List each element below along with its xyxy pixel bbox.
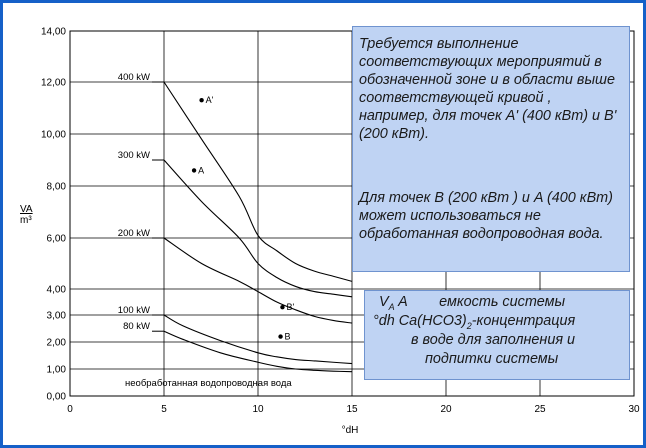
y-tick-label: 0,00 bbox=[47, 392, 67, 403]
curve-label: 300 kW bbox=[118, 150, 150, 161]
y-tick-label: 4,00 bbox=[47, 285, 67, 296]
curve-label: 200 kW bbox=[118, 228, 150, 239]
y-tick-label: 10,00 bbox=[41, 130, 66, 141]
curve-80-kw bbox=[163, 330, 353, 373]
curve-300-kw bbox=[163, 159, 353, 298]
data-point-label: B bbox=[285, 332, 291, 342]
legend-volume-text: емкость системы bbox=[439, 294, 566, 310]
legend-formula-sub: 2 bbox=[466, 320, 472, 331]
note-box: Требуется выполнение соответствующих мер… bbox=[352, 26, 630, 272]
data-points: A' A B' B bbox=[191, 95, 294, 342]
x-tick-label: 0 bbox=[67, 404, 73, 415]
legend-line-dh: °dh Ca(HCO3)2-концентрация bbox=[373, 313, 575, 331]
curve-100-kw bbox=[163, 314, 353, 365]
y-axis-title-bottom: m³ bbox=[20, 215, 32, 226]
y-tick-label: 14,00 bbox=[41, 27, 66, 38]
curve-400-kw bbox=[163, 81, 353, 282]
curve-label: 400 kW bbox=[118, 72, 150, 83]
tick-labels: 0,00 1,00 2,00 3,00 4,00 6,00 8,00 10,00 12,00 14… bbox=[41, 27, 640, 416]
y-tick-label: 6,00 bbox=[47, 234, 67, 245]
y-tick-label: 2,00 bbox=[47, 338, 67, 349]
data-point bbox=[280, 305, 285, 310]
x-tick-label: 30 bbox=[628, 404, 640, 415]
curves bbox=[152, 81, 353, 373]
curve-200-kw bbox=[163, 237, 353, 324]
data-point bbox=[199, 98, 204, 103]
x-tick-label: 15 bbox=[346, 404, 358, 415]
curve-labels: 400 kW 300 kW 200 kW 100 kW 80 kW bbox=[118, 72, 150, 332]
legend-symbol-dh: °dh bbox=[373, 313, 395, 329]
legend-line-3: в воде для заполнения и bbox=[411, 332, 576, 348]
data-point bbox=[191, 168, 197, 173]
data-point-label: B' bbox=[286, 302, 294, 312]
legend-box: VA A емкость системы °dh Ca(HCO3)2-конце… bbox=[364, 290, 630, 380]
y-axis-title-top: VA bbox=[20, 204, 33, 215]
y-tick-label: 1,00 bbox=[47, 365, 67, 376]
x-tick-label: 20 bbox=[440, 404, 452, 415]
legend-concentration-text: -концентрация bbox=[471, 313, 576, 329]
x-tick-label: 10 bbox=[252, 404, 264, 415]
note-paragraph-1: Требуется выполнение соответствующих мер… bbox=[359, 36, 617, 142]
x-axis-title: °dH bbox=[342, 425, 359, 436]
legend-line-4: подпитки системы bbox=[425, 351, 559, 367]
y-tick-label: 12,00 bbox=[41, 78, 66, 89]
x-tick-label: 5 bbox=[161, 404, 167, 415]
legend-symbol-v-sub: A bbox=[388, 301, 395, 312]
data-point-label: A bbox=[198, 165, 204, 175]
data-point-label: A' bbox=[206, 95, 214, 105]
curve-label: 100 kW bbox=[118, 305, 150, 316]
y-tick-label: 3,00 bbox=[47, 311, 67, 322]
x-tick-label: 25 bbox=[534, 404, 546, 415]
bottom-label: необработанная водопроводная вода bbox=[125, 378, 292, 389]
y-tick-label: 8,00 bbox=[47, 182, 67, 193]
legend-formula: Ca(HCO3) bbox=[398, 313, 467, 329]
legend-symbol-v: V bbox=[379, 294, 389, 310]
legend-term-a: A bbox=[398, 294, 408, 310]
legend-line-volume: VA A емкость системы bbox=[379, 294, 565, 312]
note-paragraph-2: Для точек B (200 кВт ) и A (400 кВт) мож… bbox=[359, 190, 613, 242]
curve-label: 80 kW bbox=[123, 321, 150, 332]
data-point bbox=[278, 334, 283, 339]
